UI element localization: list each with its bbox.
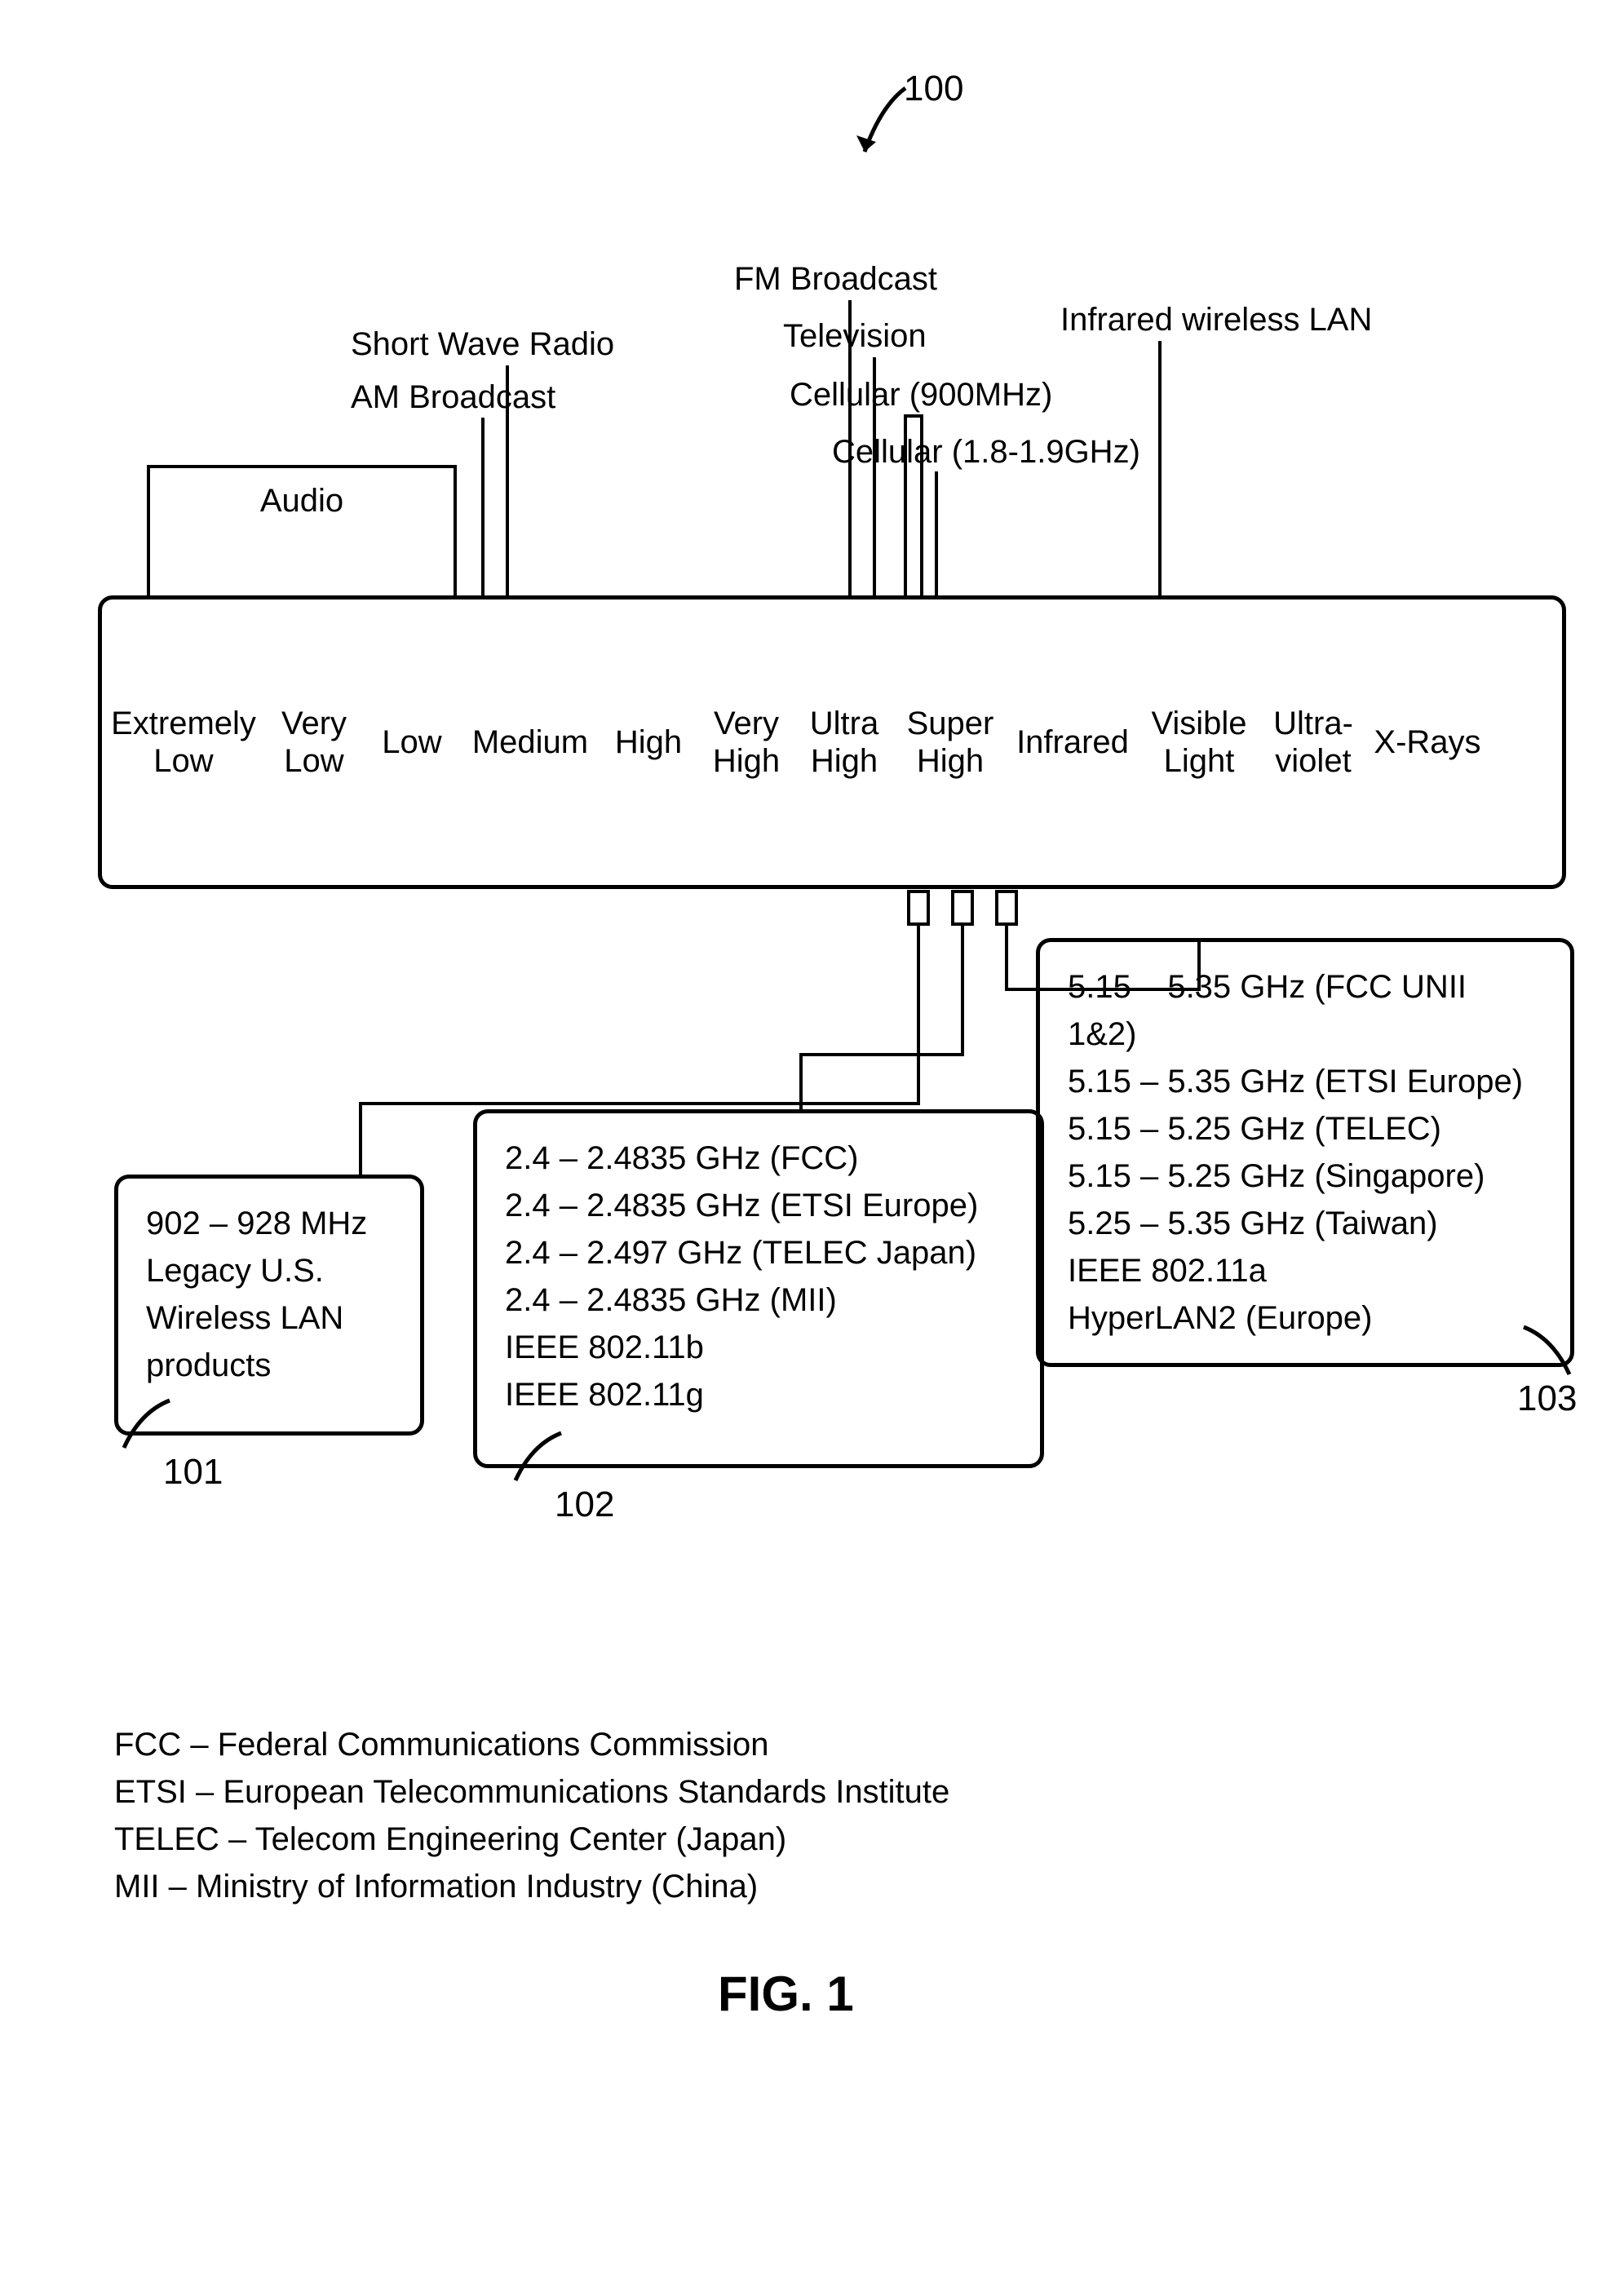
- band-elow-line1: Extremely: [107, 705, 260, 742]
- band-vlow: VeryLow: [265, 705, 363, 780]
- detail-103-line-3: 5.15 – 5.25 GHz (Singapore): [1068, 1152, 1542, 1200]
- detail-101-line-0: 902 – 928 MHz: [146, 1200, 392, 1247]
- detail-103-line-0: 5.15 – 5.35 GHz (FCC UNII 1&2): [1068, 963, 1542, 1058]
- band-low-line1: Low: [368, 723, 456, 761]
- legend-line-0: FCC – Federal Communications Commission: [114, 1721, 949, 1768]
- detail-102-line-3: 2.4 – 2.4835 GHz (MII): [505, 1276, 1012, 1324]
- connector-seg-1-0: [961, 926, 964, 1056]
- connector-seg-0-1: [359, 1102, 920, 1105]
- detail-103-line-4: 5.25 – 5.35 GHz (Taiwan): [1068, 1200, 1542, 1247]
- callout-ref-103: 103: [1517, 1378, 1577, 1419]
- band-vis-line1: Visible: [1143, 705, 1255, 742]
- detail-102-line-0: 2.4 – 2.4835 GHz (FCC): [505, 1135, 1012, 1182]
- top-tick-cell18: [935, 471, 938, 595]
- band-uv: Ultra-violet: [1260, 705, 1366, 780]
- callout-ref-102: 102: [555, 1484, 614, 1525]
- connector-seg-0-0: [917, 926, 920, 1105]
- legend-line-3: MII – Ministry of Information Industry (…: [114, 1863, 949, 1910]
- detail-103-line-6: HyperLAN2 (Europe): [1068, 1294, 1542, 1342]
- band-ir: Infrared: [1007, 723, 1138, 761]
- figure-label: FIG. 1: [718, 1966, 854, 2022]
- connector-seg-2-0: [1005, 926, 1008, 991]
- band-uhigh: UltraHigh: [795, 705, 893, 780]
- band-high-line1: High: [604, 723, 693, 761]
- callout-arc-101: [113, 1391, 178, 1460]
- band-med: Medium: [461, 723, 600, 761]
- top-label-cell900: Cellular (900MHz): [790, 377, 1052, 413]
- top-label-cell18: Cellular (1.8-1.9GHz): [832, 434, 1140, 470]
- figure-ref-100: 100: [848, 73, 946, 171]
- band-shigh-line2: High: [898, 742, 1002, 780]
- connector-node101: [907, 890, 930, 926]
- band-vis-line2: Light: [1143, 742, 1255, 780]
- band-vis: VisibleLight: [1138, 705, 1260, 780]
- band-elow-line2: Low: [107, 742, 260, 780]
- callout-arc-103: [1516, 1317, 1581, 1387]
- top-label-fm: FM Broadcast: [734, 261, 937, 297]
- detail-102-line-5: IEEE 802.11g: [505, 1371, 1012, 1418]
- band-shigh: SuperHigh: [893, 705, 1007, 780]
- band-vlow-line1: Very: [270, 705, 358, 742]
- connector-node102: [951, 890, 974, 926]
- band-vhigh-line2: High: [702, 742, 790, 780]
- top-label-tv: Television: [783, 318, 927, 354]
- detail-101-line-1: Legacy U.S.: [146, 1247, 392, 1294]
- figure-ref-100-text: 100: [904, 69, 963, 109]
- detail-101-line-3: products: [146, 1342, 392, 1389]
- band-vhigh: VeryHigh: [697, 705, 795, 780]
- band-shigh-line1: Super: [898, 705, 1002, 742]
- top-label-shortwave: Short Wave Radio: [351, 326, 614, 362]
- band-uv-line2: violet: [1265, 742, 1361, 780]
- connector-node103: [995, 890, 1018, 926]
- band-med-line1: Medium: [466, 723, 595, 761]
- connector-seg-0-2: [359, 1102, 362, 1177]
- band-uv-line1: Ultra-: [1265, 705, 1361, 742]
- detail-102-line-1: 2.4 – 2.4835 GHz (ETSI Europe): [505, 1182, 1012, 1229]
- detail-102-line-4: IEEE 802.11b: [505, 1324, 1012, 1371]
- detail-101-line-2: Wireless LAN: [146, 1294, 392, 1342]
- band-xray: X-Rays: [1366, 723, 1489, 761]
- band-elow: ExtremelyLow: [102, 705, 265, 780]
- band-high: High: [600, 723, 697, 761]
- top-tick-am: [481, 418, 485, 595]
- detail-box-103: 5.15 – 5.35 GHz (FCC UNII 1&2)5.15 – 5.3…: [1036, 938, 1574, 1367]
- audio-range-box: Audio: [147, 465, 457, 595]
- band-vhigh-line1: Very: [702, 705, 790, 742]
- band-xray-line1: X-Rays: [1371, 723, 1484, 761]
- detail-103-line-5: IEEE 802.11a: [1068, 1247, 1542, 1294]
- audio-label: Audio: [260, 483, 343, 520]
- detail-103-line-1: 5.15 – 5.35 GHz (ETSI Europe): [1068, 1058, 1542, 1105]
- legend-line-2: TELEC – Telecom Engineering Center (Japa…: [114, 1816, 949, 1863]
- callout-ref-101: 101: [163, 1452, 223, 1493]
- detail-102-line-2: 2.4 – 2.497 GHz (TELEC Japan): [505, 1229, 1012, 1276]
- detail-103-line-2: 5.15 – 5.25 GHz (TELEC): [1068, 1105, 1542, 1152]
- band-vlow-line2: Low: [270, 742, 358, 780]
- band-low: Low: [363, 723, 461, 761]
- band-uhigh-line2: High: [800, 742, 888, 780]
- legend-line-1: ETSI – European Telecommunications Stand…: [114, 1768, 949, 1816]
- top-label-am: AM Broadcast: [351, 379, 555, 415]
- legend: FCC – Federal Communications CommissionE…: [114, 1721, 949, 1910]
- top-tick-irlan: [1158, 341, 1162, 595]
- detail-box-102: 2.4 – 2.4835 GHz (FCC)2.4 – 2.4835 GHz (…: [473, 1109, 1044, 1468]
- top-label-irlan: Infrared wireless LAN: [1060, 302, 1372, 338]
- band-uhigh-line1: Ultra: [800, 705, 888, 742]
- spectrum-box: ExtremelyLowVeryLowLowMediumHighVeryHigh…: [98, 595, 1566, 889]
- connector-seg-1-2: [799, 1053, 803, 1112]
- connector-seg-1-1: [799, 1053, 964, 1056]
- callout-arc-102: [504, 1423, 569, 1493]
- band-ir-line1: Infrared: [1012, 723, 1133, 761]
